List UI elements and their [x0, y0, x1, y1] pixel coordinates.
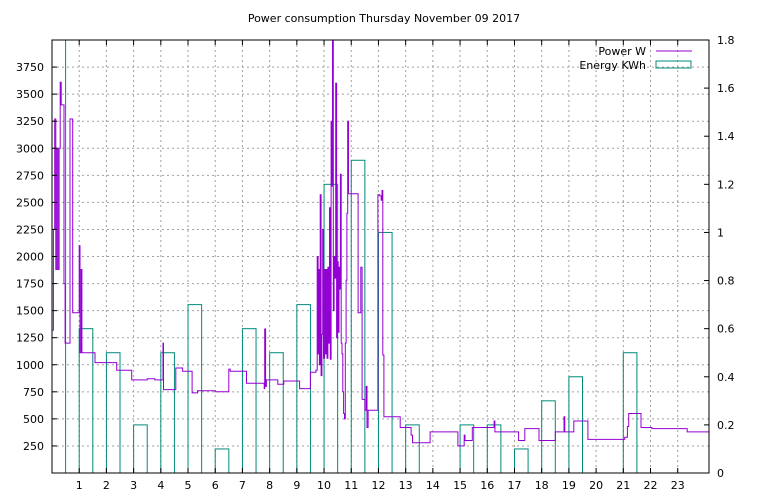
- energy-bar: [241, 328, 257, 474]
- y-left-tick-label: 1750: [16, 278, 44, 291]
- energy-bar: [105, 352, 121, 474]
- y-left-tick-label: 2250: [16, 223, 44, 236]
- y-left-tick-label: 3750: [16, 61, 44, 74]
- y-right-tick-label: 1.6: [717, 82, 735, 95]
- power-line: [52, 39, 709, 447]
- x-tick-label: 15: [453, 479, 467, 492]
- y-right-tick-label: 0.6: [717, 323, 735, 336]
- energy-bars: [51, 39, 638, 474]
- x-tick-label: 9: [293, 479, 300, 492]
- x-tick-label: 17: [507, 479, 521, 492]
- energy-bar: [187, 304, 203, 474]
- y-left-tick-label: 3250: [16, 115, 44, 128]
- y-left-tick-label: 1000: [16, 359, 44, 372]
- plot-frame: [51, 39, 710, 474]
- energy-bar: [568, 376, 583, 474]
- x-tick-label: 18: [535, 479, 549, 492]
- y-right-tick-label: 0.8: [717, 275, 735, 288]
- x-tick-label: 20: [589, 479, 603, 492]
- energy-bar: [513, 448, 529, 474]
- energy-bar: [377, 231, 393, 474]
- x-tick-label: 2: [103, 479, 110, 492]
- x-tick-label: 6: [212, 479, 219, 492]
- energy-bar: [405, 424, 420, 474]
- y-right-tick-label: 1.2: [717, 178, 735, 191]
- legend-swatch-energy: [655, 60, 692, 69]
- energy-bar: [269, 352, 284, 474]
- x-tick-label: 10: [317, 479, 331, 492]
- chart-title: Power consumption Thursday November 09 2…: [248, 12, 520, 25]
- y-left-tick-label: 1500: [16, 305, 44, 318]
- y-left-tick-label: 3000: [16, 142, 44, 155]
- y-right-tick-label: 0.4: [717, 371, 735, 384]
- y-right-tick-label: 0.2: [717, 419, 735, 432]
- x-tick-label: 16: [480, 479, 494, 492]
- x-tick-label: 21: [616, 479, 630, 492]
- y-left-tick-label: 500: [23, 413, 44, 426]
- x-tick-label: 4: [157, 479, 164, 492]
- y-left-tick-label: 250: [23, 440, 44, 453]
- x-tick-label: 13: [399, 479, 413, 492]
- y-left-tick-label: 750: [23, 386, 44, 399]
- x-tick-label: 23: [671, 479, 685, 492]
- grid: [52, 40, 709, 473]
- legend-label-power: Power W: [598, 45, 646, 58]
- y-right-tick-label: 1.4: [717, 130, 735, 143]
- y-right-tick-label: 1.8: [717, 34, 735, 47]
- x-tick-label: 22: [644, 479, 658, 492]
- x-tick-label: 12: [371, 479, 385, 492]
- y-right-tick-label: 1: [717, 226, 724, 239]
- power-series-path: [52, 39, 709, 447]
- axes: 1 2 3 4 5 6 7 8 9 10 11 12 13 14 15 16 17 18 19 20 21 22 23250…: [16, 34, 735, 492]
- x-tick-label: 11: [344, 479, 358, 492]
- y-left-tick-label: 2750: [16, 169, 44, 182]
- energy-bar: [622, 352, 638, 474]
- legend-label-energy: Energy KWh: [579, 59, 646, 72]
- y-left-tick-label: 2500: [16, 196, 44, 209]
- x-tick-label: 1: [76, 479, 83, 492]
- energy-bar: [133, 424, 148, 474]
- y-left-tick-label: 2000: [16, 251, 44, 264]
- y-right-tick-label: 0: [717, 467, 724, 480]
- y-left-tick-label: 3500: [16, 88, 44, 101]
- x-tick-label: 7: [239, 479, 246, 492]
- y-left-tick-label: 1250: [16, 332, 44, 345]
- x-tick-label: 8: [266, 479, 273, 492]
- x-tick-label: 19: [562, 479, 576, 492]
- energy-bar: [214, 448, 230, 474]
- energy-bar: [459, 424, 475, 474]
- x-tick-label: 3: [130, 479, 137, 492]
- legend: Power W Energy KWh: [579, 45, 692, 72]
- x-tick-label: 14: [426, 479, 440, 492]
- x-tick-label: 5: [185, 479, 192, 492]
- energy-bar: [541, 400, 556, 474]
